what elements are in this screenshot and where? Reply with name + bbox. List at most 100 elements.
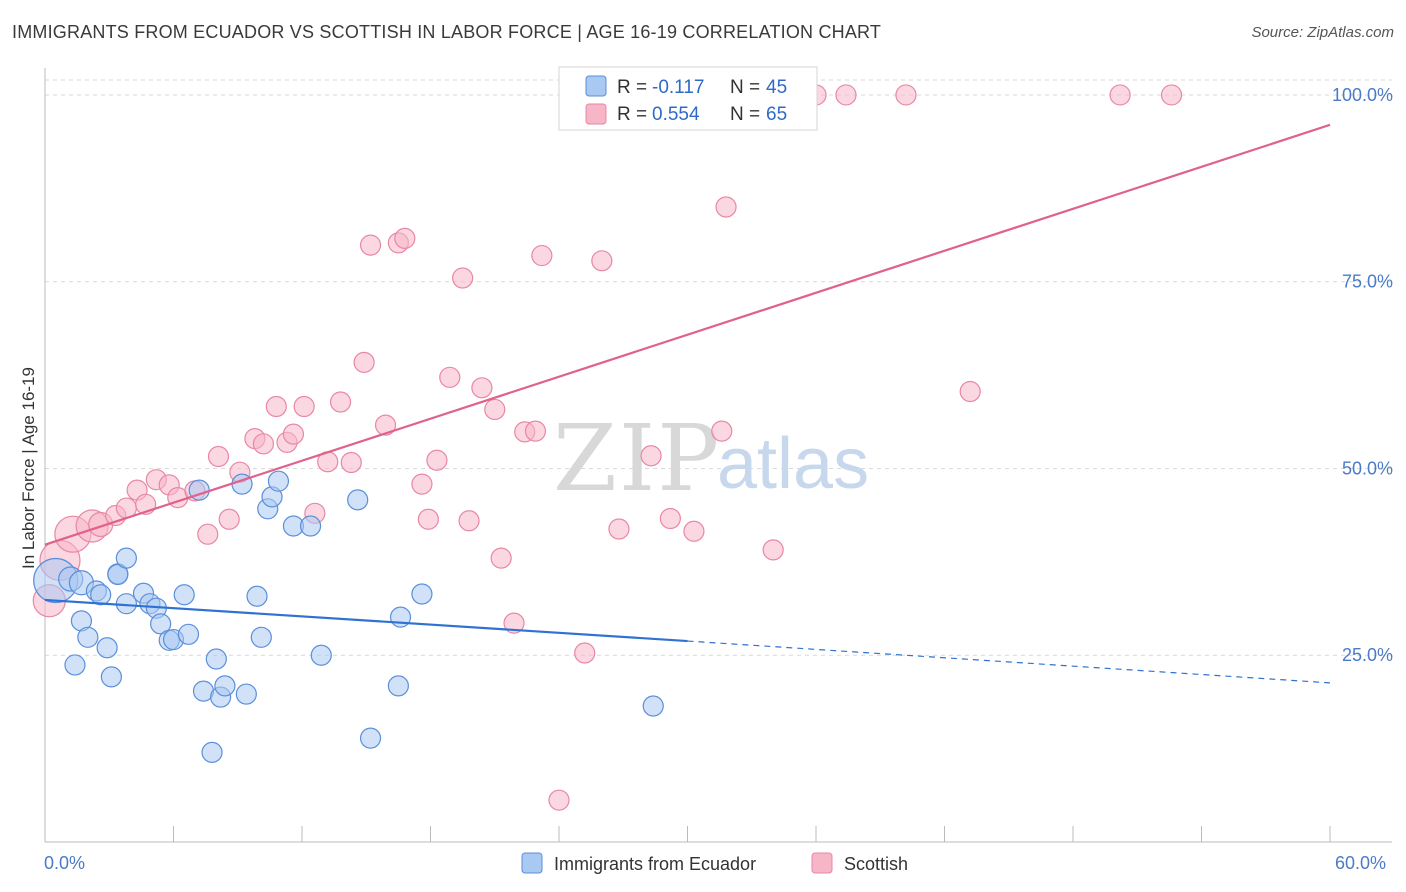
ecuador-point-8	[96, 637, 118, 659]
ecuador-point-40	[387, 675, 409, 697]
legend: R = -0.117 N = 45 R = 0.554 N = 65	[558, 66, 818, 131]
scottish-point-36	[452, 267, 474, 289]
ecuador-point-31	[250, 626, 272, 648]
legend-n-label-1: N =	[730, 77, 760, 98]
chart-title: IMMIGRANTS FROM ECUADOR VS SCOTTISH IN L…	[12, 22, 882, 42]
legend-r-value-1: -0.117	[652, 77, 704, 98]
watermark-atlas: atlas	[717, 424, 869, 504]
ecuador-point-42	[411, 583, 433, 605]
grid-lines	[45, 79, 1392, 656]
ecuador-point-17	[150, 613, 172, 635]
ecuador-point-38	[347, 489, 369, 511]
bottom-legend: Immigrants from Ecuador Scottish	[521, 852, 908, 874]
scottish-point-40	[490, 547, 512, 569]
ecuador-point-21	[177, 623, 200, 645]
scottish-point-57	[835, 84, 857, 106]
bottom-legend-ecuador: Immigrants from Ecuador	[554, 854, 756, 874]
scottish-point-48	[591, 250, 613, 272]
scottish-trend-line	[44, 123, 1331, 546]
ecuador-point-30	[246, 585, 268, 607]
scottish-point-31	[394, 227, 416, 249]
ecuador-point-20	[173, 584, 195, 606]
scottish-point-50	[640, 445, 662, 467]
scottish-point-51	[659, 507, 681, 530]
scottish-point-14	[207, 445, 230, 468]
scottish-point-18	[252, 433, 275, 455]
y-tick-label-3: 100.0%	[1332, 85, 1393, 105]
scottish-point-44	[531, 244, 553, 267]
scottish-point-38	[471, 377, 493, 399]
ecuador-point-25	[205, 648, 227, 670]
ecuador-point-5	[64, 654, 86, 676]
scottish-point-22	[293, 395, 315, 418]
ecuador-point-24	[201, 741, 223, 763]
ecuador-point-11	[107, 563, 129, 586]
ecuador-trend-extension	[687, 640, 1331, 684]
x-tick-min: 0.0%	[44, 853, 85, 873]
trend-lines	[44, 123, 1331, 684]
scottish-point-58	[895, 84, 917, 106]
ecuador-point-9	[100, 666, 122, 688]
scottish-point-35	[439, 366, 461, 388]
scottish-point-21	[282, 423, 305, 445]
legend-r-value-2: 0.554	[652, 104, 700, 125]
scottish-point-26	[340, 451, 362, 474]
scottish-point-29	[374, 414, 397, 436]
ecuador-point-29	[235, 683, 257, 705]
scottish-point-54	[715, 196, 737, 218]
scottish-point-52	[683, 520, 705, 542]
scottish-point-37	[458, 510, 480, 532]
axes	[44, 68, 1392, 843]
ecuador-point-39	[359, 727, 382, 749]
scottish-point-53	[711, 420, 733, 442]
scottish-point-27	[353, 351, 375, 373]
legend-n-value-1: 45	[766, 77, 787, 98]
scottish-point-28	[359, 234, 382, 256]
bottom-legend-swatch-scottish	[811, 852, 833, 874]
ecuador-trend-line	[44, 598, 688, 643]
ecuador-point-37	[310, 644, 332, 666]
scottish-point-15	[218, 508, 240, 530]
x-tick-max: 60.0%	[1335, 853, 1386, 873]
scottish-point-32	[411, 473, 433, 495]
scottish-point-59	[959, 380, 981, 403]
ecuador-point-12	[115, 547, 137, 569]
scottish-point-47	[574, 642, 596, 664]
bottom-legend-scottish: Scottish	[844, 854, 908, 874]
ecuador-point-27	[214, 675, 236, 697]
ecuador-point-34	[267, 470, 290, 492]
scottish-point-55	[762, 539, 784, 561]
ecuador-point-4	[77, 626, 99, 648]
y-axis-title: In Labor Force | Age 16-19	[19, 367, 38, 569]
scottish-point-39	[484, 398, 506, 421]
y-tick-label-0: 25.0%	[1342, 645, 1393, 665]
scottish-point-43	[524, 420, 547, 442]
scottish-point-25	[329, 391, 352, 413]
scottish-point-41	[503, 612, 525, 634]
bottom-legend-swatch-ecuador	[521, 852, 543, 874]
ecuador-point-43	[642, 695, 664, 717]
ecuador-point-7	[90, 584, 112, 606]
scottish-point-60	[1109, 84, 1131, 106]
legend-swatch-ecuador	[585, 75, 607, 97]
scottish-point-45	[548, 789, 570, 811]
legend-n-value-2: 65	[766, 104, 787, 125]
y-tick-labels: 25.0% 50.0% 75.0% 100.0%	[1332, 85, 1393, 665]
legend-r-label-1: R =	[617, 77, 647, 98]
legend-swatch-scottish	[585, 103, 607, 125]
scottish-point-19	[265, 395, 287, 418]
ecuador-points	[33, 470, 664, 763]
scottish-point-13	[197, 523, 219, 545]
scottish-point-34	[426, 449, 448, 471]
scottish-point-49	[608, 518, 630, 540]
source-credit: Source: ZipAtlas.com	[1251, 24, 1394, 41]
watermark-zip: ZIP	[553, 405, 721, 512]
legend-n-label-2: N =	[730, 104, 760, 125]
legend-r-label-2: R =	[617, 104, 647, 125]
y-tick-label-1: 50.0%	[1342, 458, 1393, 478]
scottish-point-61	[1160, 84, 1183, 106]
ecuador-point-36	[299, 515, 322, 537]
scottish-point-33	[417, 508, 439, 530]
y-tick-label-2: 75.0%	[1342, 272, 1393, 292]
